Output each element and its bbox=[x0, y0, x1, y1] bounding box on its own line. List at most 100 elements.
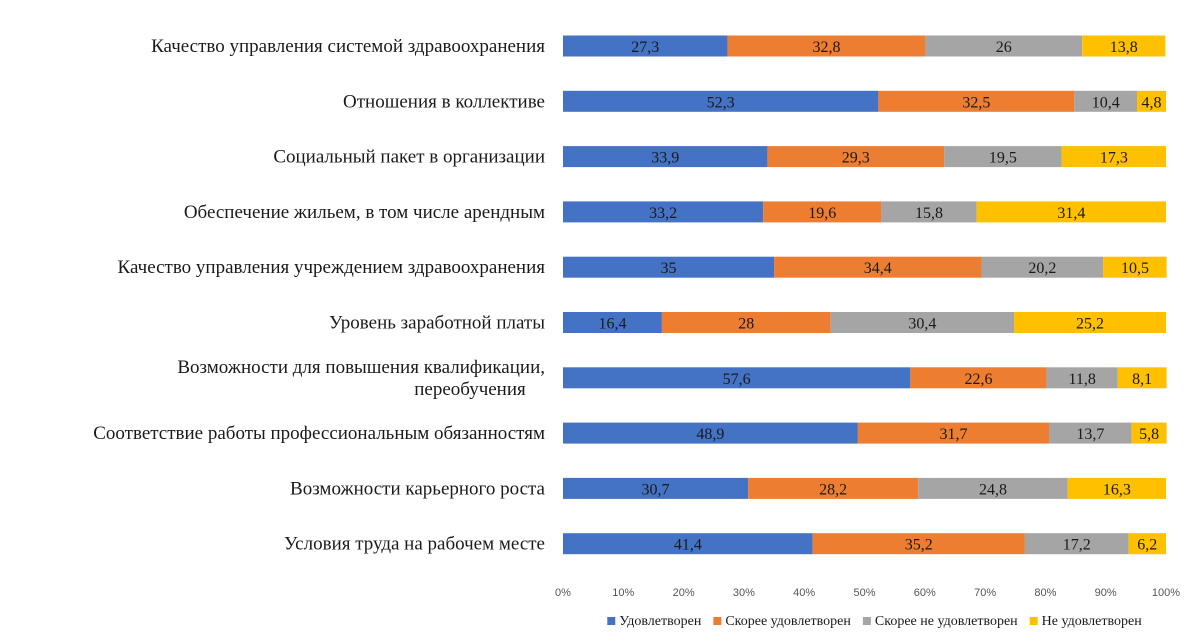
data-label: 17,3 bbox=[1100, 150, 1128, 167]
data-label: 10,5 bbox=[1121, 260, 1149, 277]
data-label: 24,8 bbox=[979, 481, 1007, 498]
legend-swatch bbox=[862, 617, 871, 625]
bar-segment bbox=[563, 312, 662, 333]
data-label: 13,8 bbox=[1110, 39, 1138, 56]
data-label: 17,2 bbox=[1063, 537, 1091, 554]
data-label: 25,2 bbox=[1076, 316, 1104, 333]
category-label: Качество управления системой здравоохран… bbox=[151, 36, 545, 57]
x-tick-label: 10% bbox=[612, 587, 634, 599]
legend: Удовлетворен Скорее удовлетворен Скорее не… bbox=[607, 614, 1142, 629]
x-tick-label: 60% bbox=[914, 587, 936, 599]
category-label: Уровень заработной платы bbox=[329, 313, 545, 334]
bar-segment bbox=[1103, 256, 1167, 278]
data-label: 57,6 bbox=[723, 371, 751, 388]
legend-entry: Не удовлетворен bbox=[1042, 614, 1143, 629]
data-label: 4,8 bbox=[1142, 94, 1162, 111]
data-label: 32,5 bbox=[962, 94, 990, 111]
data-label: 28 bbox=[738, 316, 754, 333]
data-label: 33,9 bbox=[651, 150, 679, 167]
data-label: 19,6 bbox=[808, 205, 836, 222]
bar-segment bbox=[563, 256, 775, 278]
data-label: 19,5 bbox=[989, 150, 1017, 167]
bar-segment bbox=[1067, 477, 1166, 499]
data-label: 52,3 bbox=[707, 94, 735, 111]
bar-segment bbox=[1024, 533, 1129, 555]
x-tick-label: 50% bbox=[853, 587, 875, 599]
bar-segment bbox=[878, 90, 1075, 112]
x-tick-label: 70% bbox=[974, 587, 996, 599]
bar-segment bbox=[1061, 146, 1166, 168]
x-tick-label: 90% bbox=[1095, 587, 1117, 599]
data-label: 41,4 bbox=[674, 537, 702, 554]
legend-swatch bbox=[713, 617, 722, 625]
data-label: 29,3 bbox=[842, 150, 870, 167]
category-label: Обеспечение жильем, в том числе арендным bbox=[184, 202, 545, 223]
data-label: 26 bbox=[996, 39, 1012, 56]
x-tick-label: 30% bbox=[733, 587, 755, 599]
bar-segment bbox=[774, 256, 982, 278]
bar-segment bbox=[1128, 533, 1166, 555]
data-label: 35,2 bbox=[905, 537, 933, 554]
category-label: Соответствие работы профессиональным обя… bbox=[93, 423, 545, 444]
data-label: 33,2 bbox=[649, 205, 677, 222]
bar-segment bbox=[748, 477, 919, 499]
x-axis-ticks: 0% 10% 20% 30% 40% 50% 60% 70% 80% 90% 100% bbox=[555, 587, 1180, 599]
data-label: 15,8 bbox=[915, 205, 943, 222]
value-labels: 27,3 32,8 26 13,8 52,3 32,5 10,4 4,8 33,9 29,3 19,… bbox=[598, 39, 1161, 554]
legend-entry: Удовлетворен bbox=[619, 614, 702, 629]
bar-segment bbox=[1117, 367, 1167, 389]
legend-entry: Скорее удовлетворен bbox=[725, 614, 851, 629]
bar-segment bbox=[563, 90, 879, 112]
legend-entry: Скорее не удовлетворен bbox=[875, 614, 1018, 629]
category-labels: Качество управления системой здравоохран… bbox=[93, 36, 545, 555]
bars bbox=[563, 35, 1167, 555]
data-label: 31,4 bbox=[1057, 205, 1085, 222]
data-label: 48,9 bbox=[696, 426, 724, 443]
bar-segment bbox=[563, 533, 813, 555]
bar-segment bbox=[563, 35, 728, 57]
x-tick-label: 0% bbox=[555, 587, 571, 599]
bar-segment bbox=[563, 477, 749, 499]
bar-segment bbox=[1049, 422, 1132, 444]
bar-segment bbox=[1014, 312, 1166, 333]
data-label: 16,4 bbox=[598, 316, 626, 333]
data-label: 10,4 bbox=[1092, 94, 1120, 111]
x-tick-label: 80% bbox=[1034, 587, 1056, 599]
data-label: 32,8 bbox=[813, 39, 841, 56]
data-label: 16,3 bbox=[1103, 481, 1131, 498]
bar-segment bbox=[925, 35, 1083, 57]
data-label: 5,8 bbox=[1139, 426, 1159, 443]
bar-segment bbox=[1046, 367, 1118, 389]
data-label: 30,4 bbox=[908, 316, 936, 333]
legend-swatch bbox=[607, 617, 616, 625]
bar-segment bbox=[981, 256, 1104, 278]
category-label: Отношения в коллективе bbox=[343, 91, 545, 112]
legend-swatch bbox=[1029, 617, 1038, 625]
bar-segment bbox=[563, 201, 764, 223]
bar-segment bbox=[1131, 422, 1167, 444]
category-label: Качество управления учреждением здравоох… bbox=[118, 257, 546, 278]
category-label: Возможности для повышения квалификации, п… bbox=[177, 357, 545, 400]
data-label: 34,4 bbox=[864, 260, 892, 277]
data-label: 31,7 bbox=[939, 426, 967, 443]
bar-segment bbox=[661, 312, 831, 333]
bar-segment bbox=[563, 422, 858, 444]
bar-segment bbox=[727, 35, 926, 57]
data-label: 8,1 bbox=[1132, 371, 1152, 388]
bar-segment bbox=[563, 146, 768, 168]
category-label: Возможности карьерного роста bbox=[290, 478, 546, 499]
bar-segment bbox=[857, 422, 1050, 444]
data-label: 22,6 bbox=[964, 371, 992, 388]
bar-segment bbox=[944, 146, 1062, 168]
bar-segment bbox=[1082, 35, 1166, 57]
category-label: Социальный пакет в организации bbox=[273, 147, 545, 168]
data-label: 11,8 bbox=[1068, 371, 1095, 388]
bar-segment bbox=[881, 201, 977, 223]
category-label: Условия труда на рабочем месте bbox=[284, 534, 545, 555]
bar-segment bbox=[910, 367, 1047, 389]
bar-segment bbox=[812, 533, 1025, 555]
bar-segment bbox=[918, 477, 1068, 499]
data-label: 27,3 bbox=[631, 39, 659, 56]
bar-segment bbox=[830, 312, 1015, 333]
